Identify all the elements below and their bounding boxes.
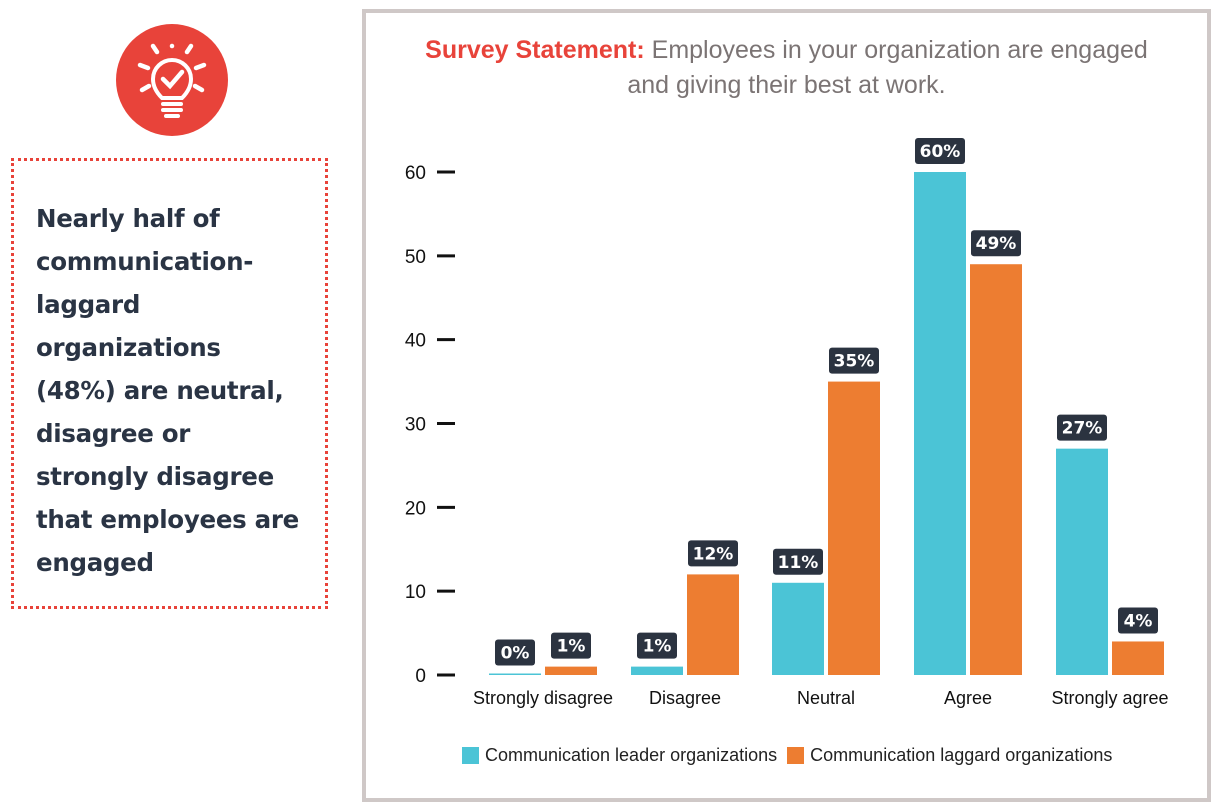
data-label-bg (551, 632, 591, 659)
legend-label-leader: Communication leader organizations (485, 745, 778, 765)
bar-leader (489, 673, 541, 675)
data-label-bg (1118, 607, 1158, 634)
data-label-bg (773, 548, 823, 575)
x-tick-label: Strongly disagree (473, 688, 613, 708)
data-label: 4% (1124, 611, 1153, 631)
callout-line: that employees are (36, 505, 299, 534)
data-label: 0% (501, 644, 530, 664)
y-tick-label: 60 (405, 163, 426, 184)
callout-line: communication- (36, 247, 254, 276)
chart-title-lead: Survey Statement: (425, 36, 645, 64)
data-label-bg (829, 347, 879, 374)
y-tick-label: 50 (405, 247, 426, 268)
bar-chart: 0 10 20 30 40 50 60 0% 1% 11% 60% 27% 1% 12% 35% 49% 4% S… (405, 138, 1169, 708)
y-tick-label: 30 (405, 415, 426, 436)
bar-leader (772, 582, 824, 675)
data-label-bg (688, 540, 738, 567)
chart-title-line-2: and giving their best at work. (627, 71, 946, 99)
legend-label-laggard: Communication laggard organizations (810, 745, 1113, 765)
data-label-bg (971, 230, 1021, 257)
callout-line: laggard (36, 290, 141, 319)
chart-title-line-1: Employees in your organization are engag… (651, 36, 1148, 64)
data-label: 49% (976, 234, 1017, 254)
data-label: 35% (834, 352, 875, 372)
x-tick-label: Neutral (797, 688, 855, 708)
bar-leader (1056, 448, 1108, 675)
x-tick-label: Agree (944, 688, 992, 708)
x-tick-label: Disagree (649, 688, 721, 708)
bar-laggard (828, 381, 880, 675)
bar-leader (914, 172, 966, 675)
y-tick-label: 10 (405, 582, 426, 603)
callout-line: disagree or (36, 419, 191, 448)
callout-line: Nearly half of (36, 204, 220, 233)
legend-item-leader: Communication leader organizations (462, 745, 777, 766)
callout-text: Nearly half of communication- laggard or… (36, 197, 321, 584)
callout-box: Nearly half of communication- laggard or… (11, 158, 328, 609)
data-label: 60% (920, 142, 961, 162)
callout-line: strongly disagree (36, 462, 274, 491)
chart-legend: Communication leader organizations Commu… (462, 745, 1122, 766)
y-tick-label: 20 (405, 498, 426, 519)
chart-panel: Survey Statement: Employees in your orga… (362, 9, 1211, 802)
data-label-bg (495, 639, 535, 666)
data-label: 27% (1062, 419, 1103, 439)
y-tick-label: 0 (415, 666, 426, 687)
bar-laggard (1112, 641, 1164, 675)
x-tick-label: Strongly agree (1051, 688, 1168, 708)
data-label: 1% (557, 637, 586, 657)
y-tick-label: 40 (405, 331, 426, 352)
data-label-bg (915, 138, 965, 164)
legend-swatch-laggard (787, 747, 805, 764)
lightbulb-check-icon (116, 24, 228, 136)
data-label: 1% (643, 637, 672, 657)
legend-swatch-leader (462, 747, 479, 764)
bar-laggard (545, 666, 597, 675)
bar-laggard (687, 574, 739, 675)
callout-line: organizations (36, 333, 221, 362)
chart-title: Survey Statement: Employees in your orga… (366, 33, 1207, 103)
bar-leader (631, 666, 683, 675)
bar-laggard (970, 264, 1022, 675)
legend-item-laggard: Communication laggard organizations (787, 745, 1112, 766)
data-label-bg (1057, 414, 1107, 441)
callout-line: engaged (36, 548, 154, 577)
callout-line: (48%) are neutral, (36, 376, 284, 405)
data-label: 12% (693, 544, 734, 564)
data-label-bg (637, 632, 677, 659)
data-label: 11% (778, 553, 819, 573)
